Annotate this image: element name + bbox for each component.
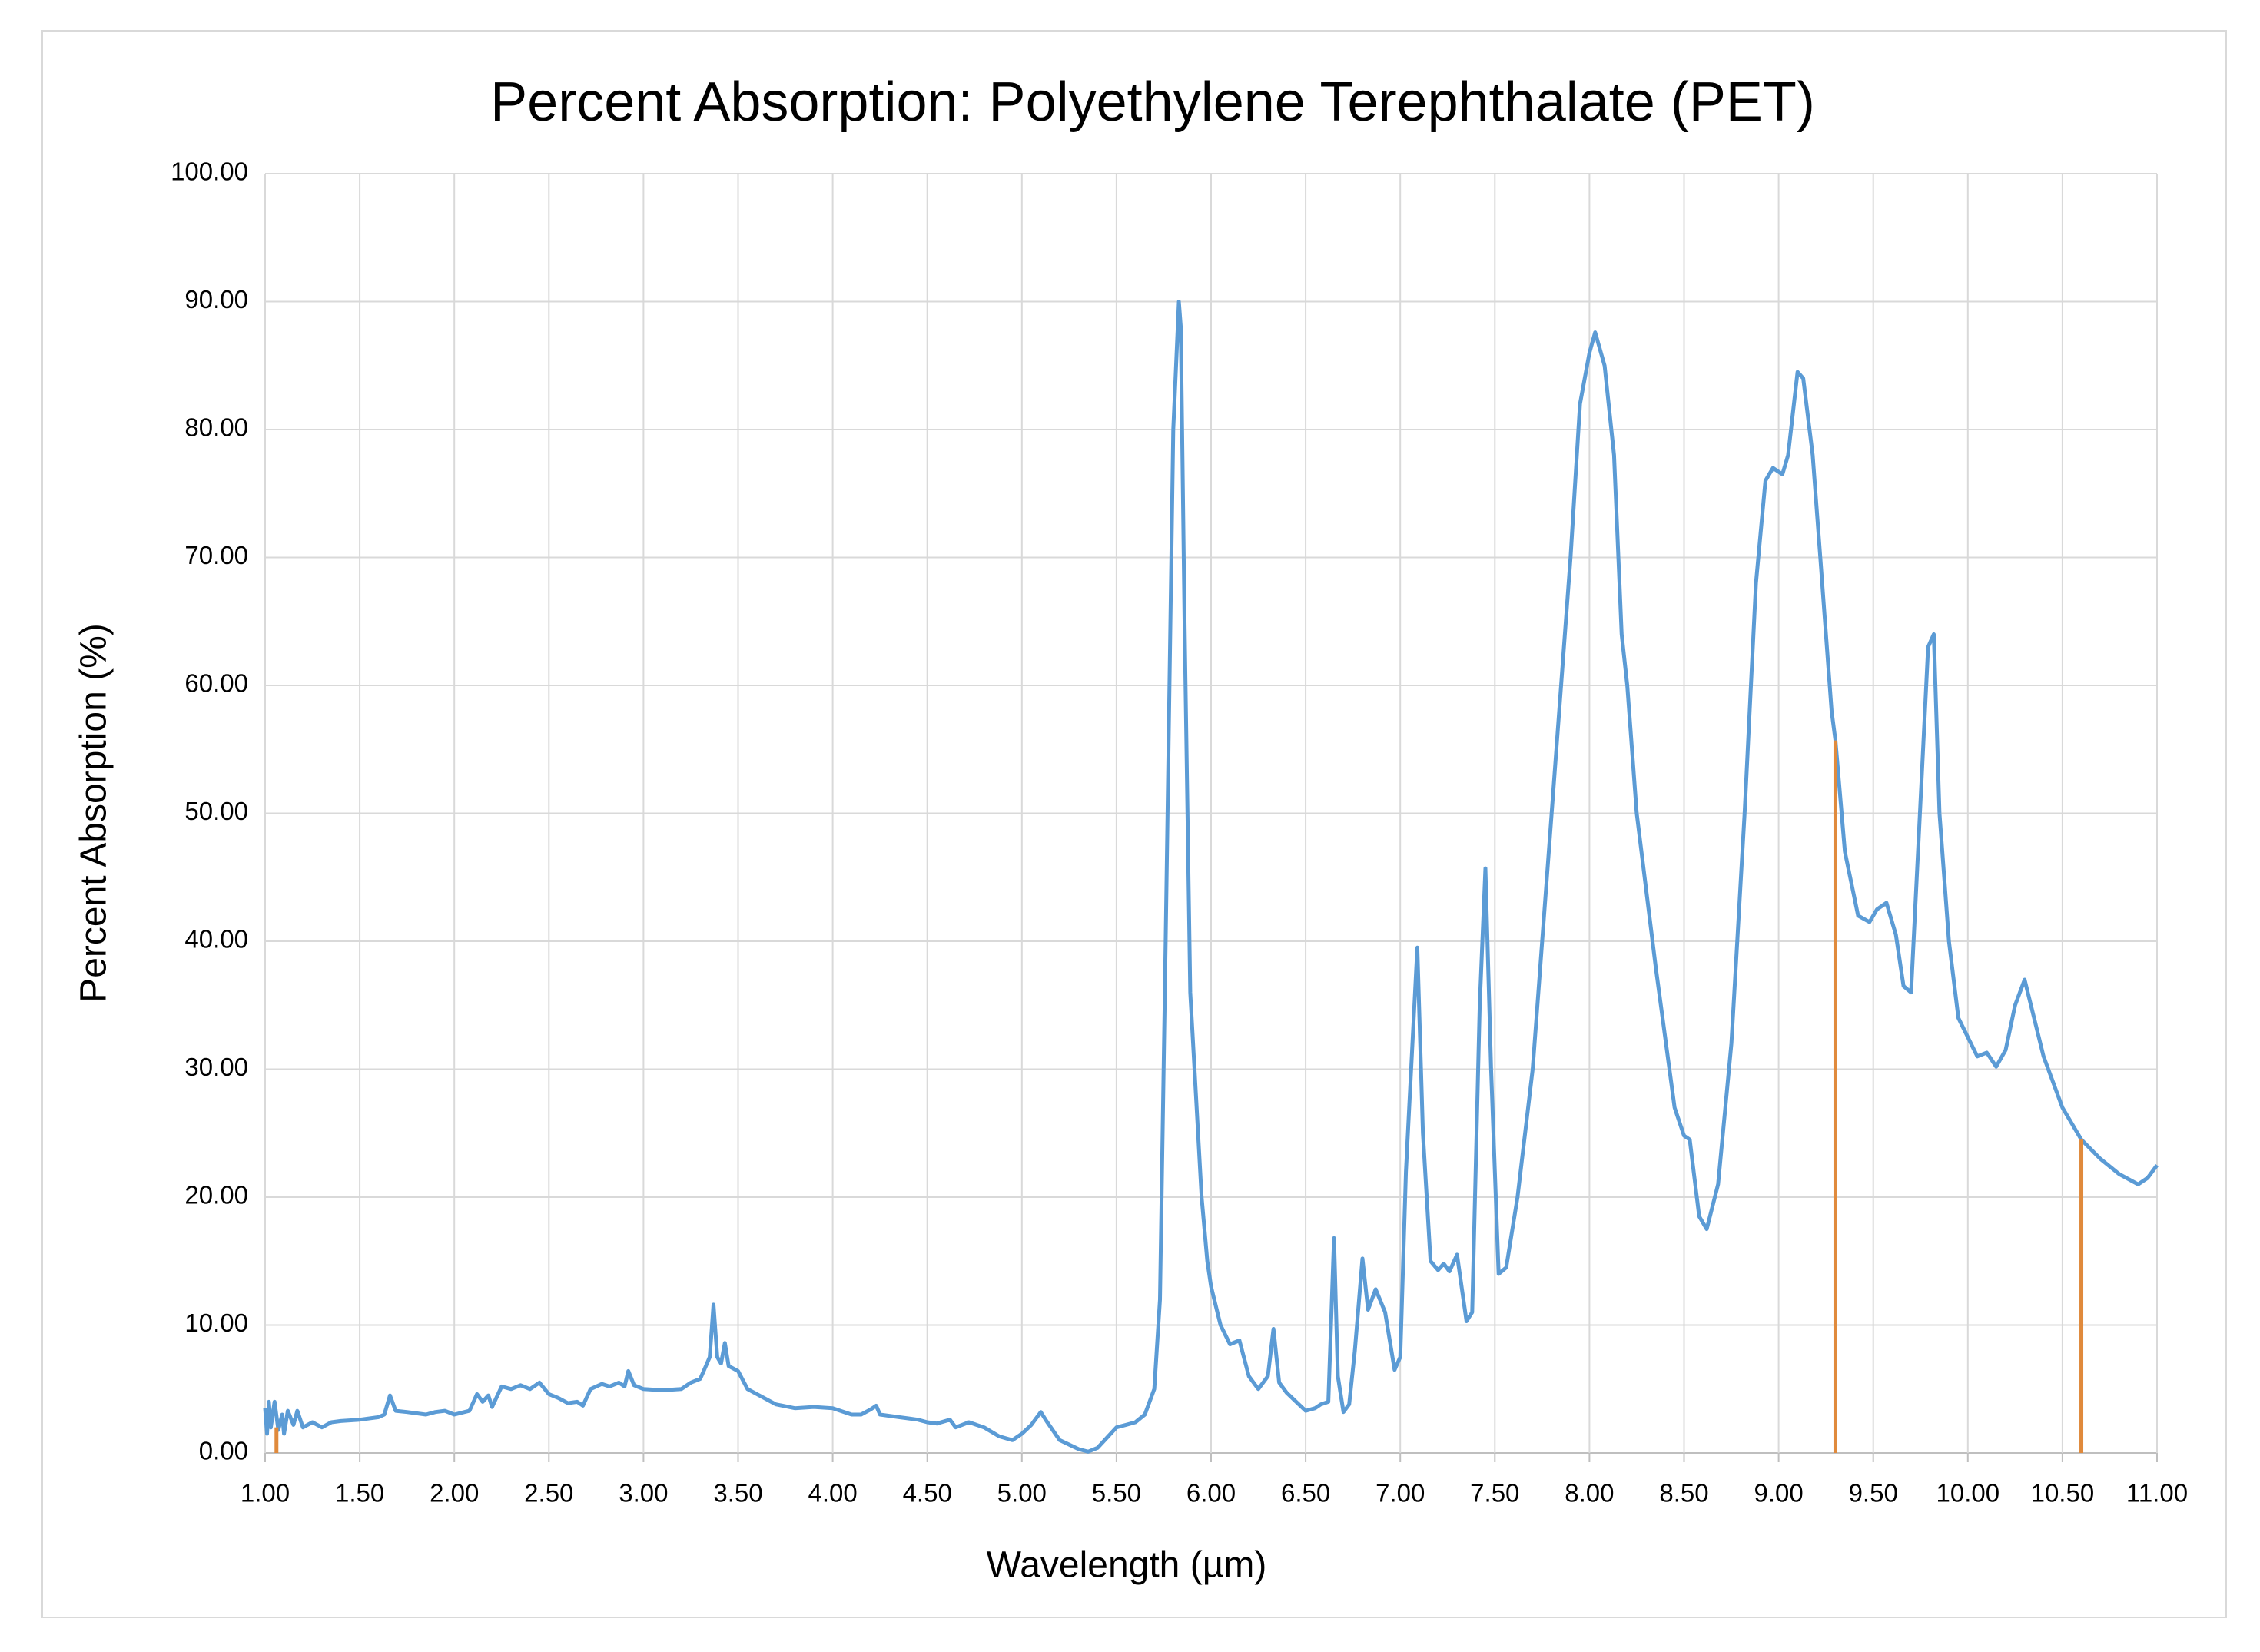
- y-tick-label: 30.00: [184, 1053, 248, 1081]
- x-tick-label: 9.50: [1849, 1479, 1898, 1508]
- x-tick-label: 3.50: [713, 1479, 762, 1508]
- x-tick-label: 11.00: [2126, 1479, 2188, 1508]
- x-axis-title: Wavelength (µm): [987, 1545, 1267, 1586]
- x-tick-label: 1.00: [241, 1479, 290, 1508]
- x-tick-label: 10.50: [2031, 1479, 2095, 1508]
- x-tick-label: 8.50: [1659, 1479, 1708, 1508]
- x-tick-label: 7.00: [1376, 1479, 1425, 1508]
- chart-title: Percent Absorption: Polyethylene Terepht…: [490, 71, 1815, 133]
- y-tick-label: 20.00: [184, 1181, 248, 1209]
- y-tick-label: 50.00: [184, 797, 248, 825]
- chart-border: [41, 30, 2227, 1618]
- y-tick-label: 60.00: [184, 669, 248, 698]
- y-tick-label: 70.00: [184, 541, 248, 569]
- x-tick-label: 4.00: [808, 1479, 857, 1508]
- x-tick-label: 2.50: [524, 1479, 573, 1508]
- x-tick-label: 7.50: [1470, 1479, 1519, 1508]
- y-tick-label: 80.00: [184, 413, 248, 442]
- x-tick-label: 1.50: [335, 1479, 384, 1508]
- y-axis-title: Percent Absorption (%): [74, 623, 114, 1003]
- y-tick-label: 40.00: [184, 925, 248, 954]
- y-tick-label: 90.00: [184, 285, 248, 313]
- x-tick-label: 6.50: [1281, 1479, 1330, 1508]
- x-tick-label: 9.00: [1754, 1479, 1803, 1508]
- x-tick-label: 8.00: [1565, 1479, 1614, 1508]
- x-tick-label: 10.00: [1936, 1479, 2000, 1508]
- y-tick-label: 10.00: [184, 1309, 248, 1337]
- y-tick-label: 100.00: [171, 158, 248, 186]
- x-tick-label: 5.50: [1092, 1479, 1141, 1508]
- x-tick-label: 4.50: [903, 1479, 952, 1508]
- x-tick-label: 3.00: [619, 1479, 668, 1508]
- data-line: [263, 300, 2159, 1454]
- x-tick-label: 5.00: [997, 1479, 1047, 1508]
- y-tick-label: 0.00: [199, 1437, 248, 1465]
- x-tick-label: 6.00: [1186, 1479, 1236, 1508]
- x-tick-label: 2.00: [430, 1479, 479, 1508]
